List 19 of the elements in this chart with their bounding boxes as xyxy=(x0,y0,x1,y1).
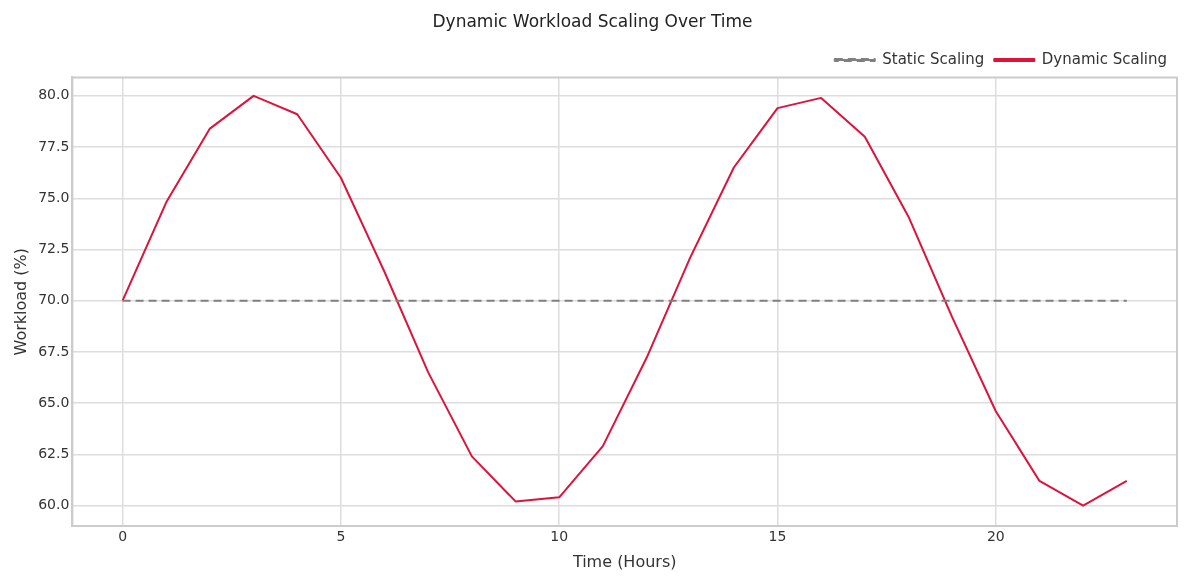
chart-title: Dynamic Workload Scaling Over Time xyxy=(432,10,753,31)
y-tick-label: 67.5 xyxy=(38,342,70,359)
y-tick-label: 60.0 xyxy=(38,496,70,513)
legend-label: Dynamic Scaling xyxy=(1041,49,1168,68)
y-tick-label: 62.5 xyxy=(38,444,70,461)
y-tick-label: 75.0 xyxy=(38,188,70,205)
y-axis-title: Workload (%) xyxy=(10,247,30,356)
x-tick-label: 10 xyxy=(550,528,569,545)
y-tick-label: 65.0 xyxy=(38,393,70,410)
legend-label: Static Scaling xyxy=(882,49,985,68)
x-tick-label: 15 xyxy=(768,528,787,545)
y-tick-label: 80.0 xyxy=(38,86,70,103)
x-axis-title: Time (Hours) xyxy=(571,551,677,571)
y-tick-label: 77.5 xyxy=(38,137,70,154)
y-tick-label: 72.5 xyxy=(38,240,70,257)
x-tick-label: 20 xyxy=(986,528,1005,545)
y-tick-label: 70.0 xyxy=(38,291,70,308)
x-tick-label: 0 xyxy=(118,528,128,545)
x-tick-label: 5 xyxy=(336,528,346,545)
